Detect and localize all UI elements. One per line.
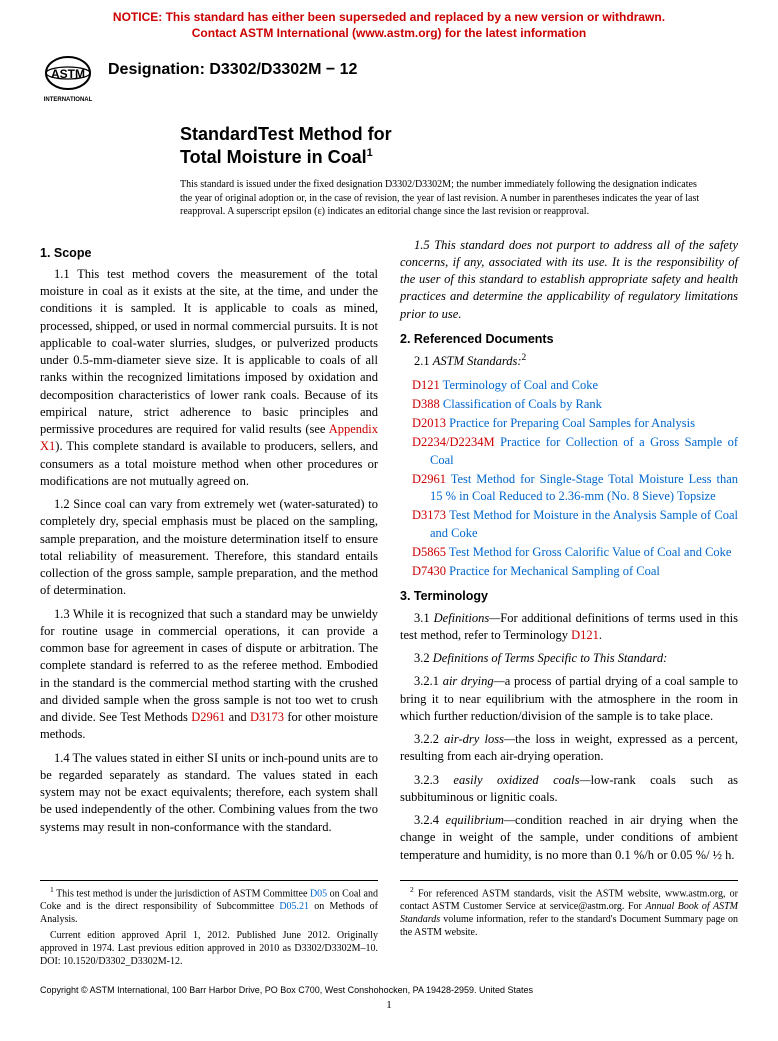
ref-code[interactable]: D2234/D2234M [412,435,495,449]
ref-code[interactable]: D7430 [412,564,446,578]
para-3-2: 3.2 Definitions of Terms Specific to Thi… [400,650,738,667]
issuance-note: This standard is issued under the fixed … [180,178,700,219]
ref-item: D388 Classification of Coals by Rank [412,396,738,413]
ref-item: D5865 Test Method for Gross Calorific Va… [412,544,738,561]
d3173-link[interactable]: D3173 [250,710,284,724]
footnote-1-edition: Current edition approved April 1, 2012. … [40,929,378,968]
footnotes: 1 This test method is under the jurisdic… [0,870,778,971]
page-number: 1 [0,997,778,1021]
astm-logo: ASTM INTERNATIONAL [40,55,96,103]
para-3-2-2: 3.2.2 air-dry loss—the loss in weight, e… [400,731,738,766]
d05-link[interactable]: D05 [310,888,327,899]
designation: Designation: D3302/D3302M − 12 [108,55,357,79]
svg-text:ASTM: ASTM [51,67,85,81]
ref-item: D2013 Practice for Preparing Coal Sample… [412,415,738,432]
ref-item: D3173 Test Method for Moisture in the An… [412,507,738,542]
footnote-2: 2 For referenced ASTM standards, visit t… [400,880,738,971]
footnote-1: 1 This test method is under the jurisdic… [40,880,378,971]
logo-caption: INTERNATIONAL [44,97,93,103]
title-line1: StandardTest Method for [180,124,392,144]
ref-code[interactable]: D388 [412,397,440,411]
para-3-2-1: 3.2.1 air drying—a process of partial dr… [400,673,738,725]
title-line2: Total Moisture in Coal [180,147,367,167]
left-column: 1. Scope 1.1 This test method covers the… [40,237,378,870]
standard-title: StandardTest Method for Total Moisture i… [180,123,738,168]
ref-item: D2234/D2234M Practice for Collection of … [412,434,738,469]
para-3-2-3: 3.2.3 easily oxidized coals—low-rank coa… [400,772,738,807]
para-2-1: 2.1 ASTM Standards:2 [400,352,738,370]
body-columns: 1. Scope 1.1 This test method covers the… [0,219,778,870]
para-1-2: 1.2 Since coal can vary from extremely w… [40,496,378,600]
ref-code[interactable]: D3173 [412,508,446,522]
refdoc-heading: 2. Referenced Documents [400,331,738,348]
d121-link[interactable]: D121 [571,628,599,642]
terminology-heading: 3. Terminology [400,588,738,605]
title-sup: 1 [367,147,373,159]
right-column: 1.5 This standard does not purport to ad… [400,237,738,870]
ref-code[interactable]: D2013 [412,416,446,430]
ref-title[interactable]: Test Method for Gross Calorific Value of… [446,545,731,559]
reference-list: D121 Terminology of Coal and Coke D388 C… [412,377,738,581]
copyright: Copyright © ASTM International, 100 Barr… [0,971,778,997]
d0521-link[interactable]: D05.21 [279,901,309,912]
notice-line1: NOTICE: This standard has either been su… [113,10,665,24]
d2961-link[interactable]: D2961 [191,710,225,724]
ref-item: D121 Terminology of Coal and Coke [412,377,738,394]
para-1-4: 1.4 The values stated in either SI units… [40,750,378,836]
supersede-notice: NOTICE: This standard has either been su… [0,0,778,47]
ref-code[interactable]: D2961 [412,472,446,486]
ref-item: D2961 Test Method for Single-Stage Total… [412,471,738,506]
para-3-2-4: 3.2.4 equilibrium—condition reached in a… [400,812,738,864]
scope-heading: 1. Scope [40,245,378,262]
ref-title[interactable]: Classification of Coals by Rank [440,397,602,411]
para-1-5: 1.5 This standard does not purport to ad… [400,237,738,323]
ref-title[interactable]: Terminology of Coal and Coke [440,378,598,392]
ref-title[interactable]: Test Method for Single-Stage Total Moist… [430,472,738,503]
ref-title[interactable]: Test Method for Moisture in the Analysis… [430,508,738,539]
ref-title[interactable]: Practice for Mechanical Sampling of Coal [446,564,660,578]
para-1-3: 1.3 While it is recognized that such a s… [40,606,378,744]
ref-code[interactable]: D5865 [412,545,446,559]
ref-title[interactable]: Practice for Preparing Coal Samples for … [446,416,695,430]
ref-item: D7430 Practice for Mechanical Sampling o… [412,563,738,580]
header: ASTM INTERNATIONAL Designation: D3302/D3… [0,47,778,103]
notice-line2: Contact ASTM International (www.astm.org… [192,26,586,40]
para-3-1: 3.1 Definitions—For additional definitio… [400,610,738,645]
title-block: StandardTest Method for Total Moisture i… [180,123,778,219]
ref-code[interactable]: D121 [412,378,440,392]
para-1-1: 1.1 This test method covers the measurem… [40,266,378,490]
